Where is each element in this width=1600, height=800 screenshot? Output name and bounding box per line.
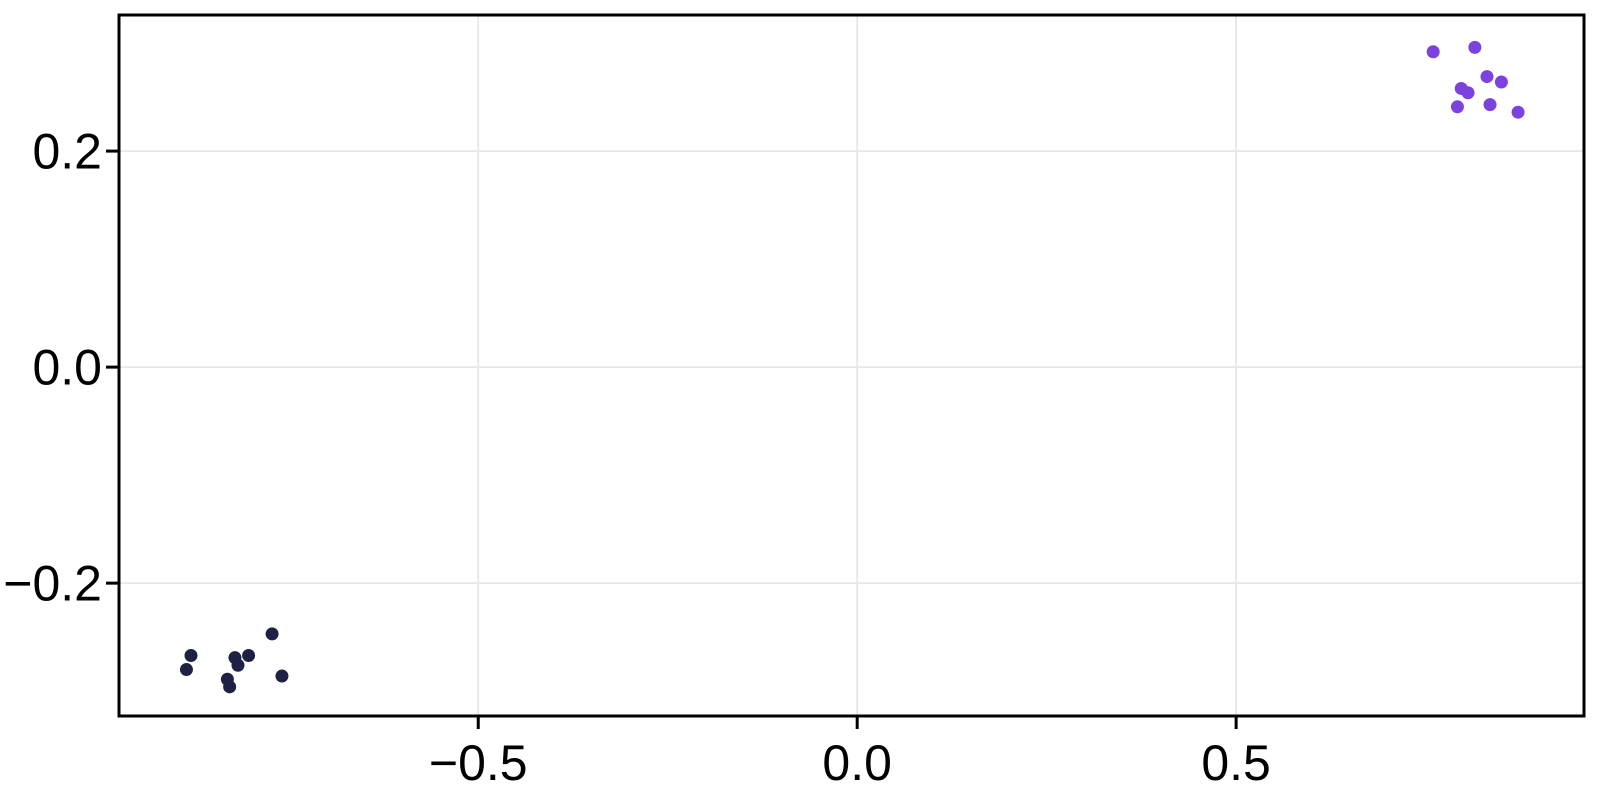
scatter-point-cluster-top-right <box>1468 40 1482 54</box>
scatter-point-cluster-bottom-left <box>242 649 256 663</box>
x-tick-label: 0.0 <box>822 735 892 791</box>
scatter-point-cluster-bottom-left <box>184 649 198 663</box>
y-tick-label: −0.2 <box>3 556 102 612</box>
scatter-point-cluster-top-right <box>1450 100 1464 114</box>
scatter-point-cluster-top-right <box>1494 75 1508 89</box>
scatter-point-cluster-bottom-left <box>223 680 237 694</box>
scatter-point-cluster-top-right <box>1483 98 1497 112</box>
scatter-point-cluster-bottom-left <box>179 663 193 677</box>
x-tick-label: −0.5 <box>429 735 528 791</box>
scatter-point-cluster-bottom-left <box>275 669 289 683</box>
plot-frame <box>117 13 1586 718</box>
x-tick-label: 0.5 <box>1201 735 1271 791</box>
scatter-point-cluster-bottom-left <box>231 658 245 672</box>
scatter-point-cluster-top-right <box>1461 86 1475 100</box>
scatter-point-cluster-top-right <box>1511 105 1525 119</box>
scatter-point-cluster-top-right <box>1480 70 1494 84</box>
y-tick-label: 0.2 <box>32 124 102 180</box>
y-tick-label: 0.0 <box>32 340 102 396</box>
scatter-point-cluster-bottom-left <box>265 627 279 641</box>
plot-background <box>119 15 1584 716</box>
scatter-point-cluster-top-right <box>1426 45 1440 59</box>
